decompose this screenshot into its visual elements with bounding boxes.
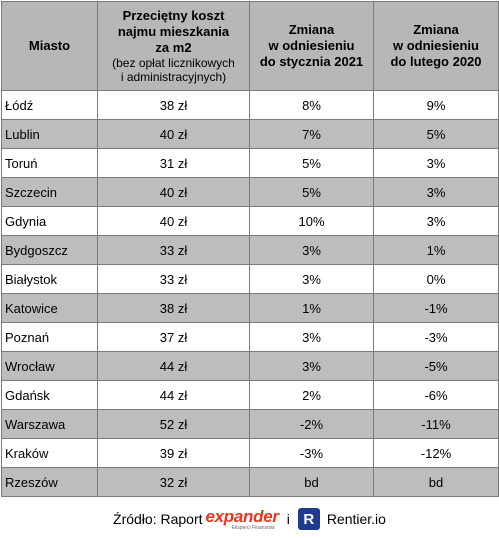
change-feb2020-cell: -6%: [373, 380, 499, 410]
change-jan2021-cell: 1%: [249, 293, 374, 323]
change-feb2020-cell: 3%: [373, 206, 499, 236]
header-change-jan2021: Zmiana w odniesieniu do stycznia 2021: [249, 1, 374, 91]
change-feb2020-cell: 3%: [373, 177, 499, 207]
change-jan2021-cell: 3%: [249, 235, 374, 265]
table-row: Rzeszów 32 zł bd bd: [1, 467, 499, 497]
cost-cell: 32 zł: [97, 467, 250, 497]
change-jan2021-cell: 5%: [249, 148, 374, 178]
table-row: Wrocław 44 zł 3% -5%: [1, 351, 499, 381]
city-cell: Poznań: [1, 322, 98, 352]
cost-cell: 33 zł: [97, 235, 250, 265]
table-row: Lublin 40 zł 7% 5%: [1, 119, 499, 149]
city-cell: Lublin: [1, 119, 98, 149]
source-footer: Źródło: Raport expander Eksperci Finanso…: [0, 503, 499, 535]
city-cell: Gdańsk: [1, 380, 98, 410]
change-feb2020-cell: -3%: [373, 322, 499, 352]
change-feb2020-cell: -11%: [373, 409, 499, 439]
table-row: Kraków 39 zł -3% -12%: [1, 438, 499, 468]
header-city: Miasto: [1, 1, 98, 91]
conjunction: i: [286, 511, 290, 527]
cost-cell: 44 zł: [97, 380, 250, 410]
change-jan2021-cell: -3%: [249, 438, 374, 468]
change-jan2021-cell: bd: [249, 467, 374, 497]
cost-cell: 44 zł: [97, 351, 250, 381]
city-cell: Wrocław: [1, 351, 98, 381]
table-row: Szczecin 40 zł 5% 3%: [1, 177, 499, 207]
change-jan2021-cell: 7%: [249, 119, 374, 149]
change-feb2020-cell: 0%: [373, 264, 499, 294]
change-jan2021-cell: -2%: [249, 409, 374, 439]
header-cost: Przeciętny koszt najmu mieszkania za m2 …: [97, 1, 250, 91]
source-label: Źródło: Raport: [113, 511, 203, 527]
city-cell: Katowice: [1, 293, 98, 323]
change-jan2021-cell: 3%: [249, 351, 374, 381]
city-cell: Kraków: [1, 438, 98, 468]
cost-cell: 40 zł: [97, 119, 250, 149]
header-change-feb2020: Zmiana w odniesieniu do lutego 2020: [373, 1, 499, 91]
table-row: Łódź 38 zł 8% 9%: [1, 90, 499, 120]
change-feb2020-cell: 3%: [373, 148, 499, 178]
cost-cell: 40 zł: [97, 177, 250, 207]
city-cell: Białystok: [1, 264, 98, 294]
cost-cell: 33 zł: [97, 264, 250, 294]
city-cell: Rzeszów: [1, 467, 98, 497]
change-jan2021-cell: 2%: [249, 380, 374, 410]
table-row: Bydgoszcz 33 zł 3% 1%: [1, 235, 499, 265]
rent-table: Miasto Przeciętny koszt najmu mieszkania…: [1, 1, 499, 497]
city-cell: Szczecin: [1, 177, 98, 207]
cost-cell: 52 zł: [97, 409, 250, 439]
change-feb2020-cell: 1%: [373, 235, 499, 265]
change-feb2020-cell: -1%: [373, 293, 499, 323]
cost-cell: 39 zł: [97, 438, 250, 468]
change-jan2021-cell: 3%: [249, 264, 374, 294]
change-feb2020-cell: bd: [373, 467, 499, 497]
cost-cell: 40 zł: [97, 206, 250, 236]
table-row: Gdańsk 44 zł 2% -6%: [1, 380, 499, 410]
city-cell: Bydgoszcz: [1, 235, 98, 265]
city-cell: Gdynia: [1, 206, 98, 236]
table-row: Białystok 33 zł 3% 0%: [1, 264, 499, 294]
cost-cell: 38 zł: [97, 293, 250, 323]
cost-cell: 38 zł: [97, 90, 250, 120]
city-cell: Warszawa: [1, 409, 98, 439]
expander-logo-word: expander: [205, 506, 279, 526]
rentier-name: Rentier.io: [326, 511, 386, 527]
table-body: Łódź 38 zł 8% 9% Lublin 40 zł 7% 5% Toruń 31 zł 5%…: [1, 90, 499, 497]
table-row: Gdynia 40 zł 10% 3%: [1, 206, 499, 236]
table-row: Warszawa 52 zł -2% -11%: [1, 409, 499, 439]
header-row: Miasto Przeciętny koszt najmu mieszkania…: [1, 1, 499, 91]
expander-logo-tag: Eksperci Finansowi: [231, 524, 275, 531]
change-feb2020-cell: 9%: [373, 90, 499, 120]
table-row: Toruń 31 zł 5% 3%: [1, 148, 499, 178]
change-feb2020-cell: -12%: [373, 438, 499, 468]
change-jan2021-cell: 8%: [249, 90, 374, 120]
change-jan2021-cell: 3%: [249, 322, 374, 352]
change-feb2020-cell: 5%: [373, 119, 499, 149]
city-cell: Toruń: [1, 148, 98, 178]
cost-cell: 31 zł: [97, 148, 250, 178]
table-row: Katowice 38 zł 1% -1%: [1, 293, 499, 323]
city-cell: Łódź: [1, 90, 98, 120]
change-jan2021-cell: 5%: [249, 177, 374, 207]
table-row: Poznań 37 zł 3% -3%: [1, 322, 499, 352]
change-jan2021-cell: 10%: [249, 206, 374, 236]
cost-cell: 37 zł: [97, 322, 250, 352]
change-feb2020-cell: -5%: [373, 351, 499, 381]
rentier-logo-icon: R: [297, 508, 320, 530]
expander-logo: expander Eksperci Finansowi: [206, 508, 279, 531]
